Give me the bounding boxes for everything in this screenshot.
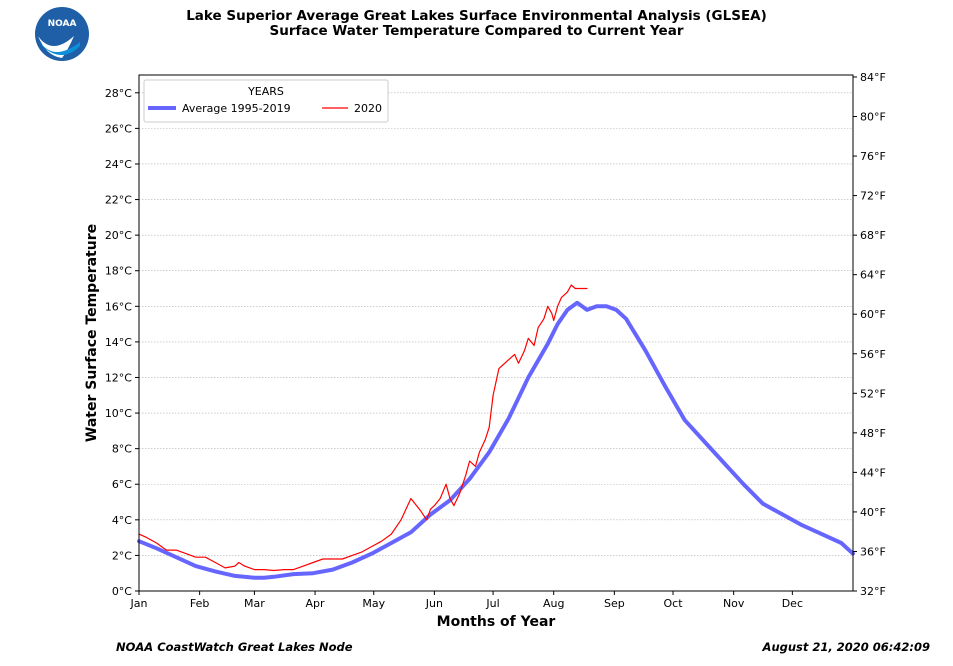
x-tick-label: Oct: [664, 597, 684, 610]
y-tick-label: 6°C: [112, 478, 132, 491]
legend-label-2020: 2020: [354, 102, 382, 115]
series-line-average: [137, 300, 855, 580]
x-tick-label: Jun: [425, 597, 443, 610]
y2-tick-label: 32°F: [860, 585, 886, 598]
footer-timestamp: August 21, 2020 06:42:09: [762, 640, 930, 654]
series-line-2020: [138, 284, 588, 572]
y-tick-label: 10°C: [105, 407, 132, 420]
y2-tick-label: 44°F: [860, 466, 886, 479]
y2-tick-label: 40°F: [860, 506, 886, 519]
y-tick-label: 16°C: [105, 300, 132, 313]
y2-tick-label: 56°F: [860, 348, 886, 361]
y2-tick-label: 76°F: [860, 150, 886, 163]
y2-tick-label: 68°F: [860, 229, 886, 242]
noaa-logo: NOAA: [35, 7, 89, 61]
y2-tick-label: 84°F: [860, 71, 886, 84]
y-tick-label: 20°C: [105, 229, 132, 242]
y-tick-label: 2°C: [112, 549, 132, 562]
y-tick-label: 22°C: [105, 194, 132, 207]
legend-title: YEARS: [247, 85, 284, 98]
y-tick-label: 18°C: [105, 265, 132, 278]
x-tick-label: Feb: [190, 597, 209, 610]
y-tick-label: 14°C: [105, 336, 132, 349]
x-tick-label: Sep: [604, 597, 625, 610]
y2-tick-label: 48°F: [860, 427, 886, 440]
x-tick-label: Dec: [782, 597, 803, 610]
x-tick-label: Jul: [485, 597, 499, 610]
y-tick-label: 8°C: [112, 443, 132, 456]
y-tick-label: 0°C: [112, 585, 132, 598]
y2-tick-label: 60°F: [860, 308, 886, 321]
legend-label-average: Average 1995-2019: [182, 102, 291, 115]
chart-title-line1: Lake Superior Average Great Lakes Surfac…: [186, 8, 767, 24]
x-tick-label: Nov: [723, 597, 745, 610]
grid-lines: [139, 92, 853, 556]
logo-text: NOAA: [48, 19, 77, 29]
y-tick-label: 4°C: [112, 514, 132, 527]
legend: YEARS Average 1995-2019 2020: [143, 79, 389, 123]
y2-tick-label: 36°F: [860, 545, 886, 558]
x-tick-label: Apr: [306, 597, 326, 610]
y-tick-label: 28°C: [105, 87, 132, 100]
y2-tick-label: 80°F: [860, 111, 886, 124]
y-axis-label: Water Surface Temperature: [84, 224, 100, 442]
x-tick-label: May: [362, 597, 385, 610]
x-tick-label: Jan: [130, 597, 148, 610]
y2-tick-label: 72°F: [860, 190, 886, 203]
y2-tick-label: 52°F: [860, 387, 886, 400]
legend-box: [143, 79, 389, 123]
y-tick-label: 24°C: [105, 158, 132, 171]
x-tick-label: Aug: [543, 597, 564, 610]
y2-tick-label: 64°F: [860, 269, 886, 282]
y-tick-label: 26°C: [105, 122, 132, 135]
axis-ticks: 0°C 2°C 4°C 6°C 8°C 10°C 12°C 14°C 16°C 18°C 20°C 2…: [105, 71, 886, 610]
y-tick-label: 12°C: [105, 371, 132, 384]
chart-title-line2: Surface Water Temperature Compared to Cu…: [269, 23, 684, 39]
footer-source: NOAA CoastWatch Great Lakes Node: [116, 640, 353, 654]
x-axis-label: Months of Year: [437, 614, 556, 630]
plot-frame: [138, 74, 854, 592]
x-tick-label: Mar: [244, 597, 265, 610]
series-lines: [137, 284, 855, 580]
